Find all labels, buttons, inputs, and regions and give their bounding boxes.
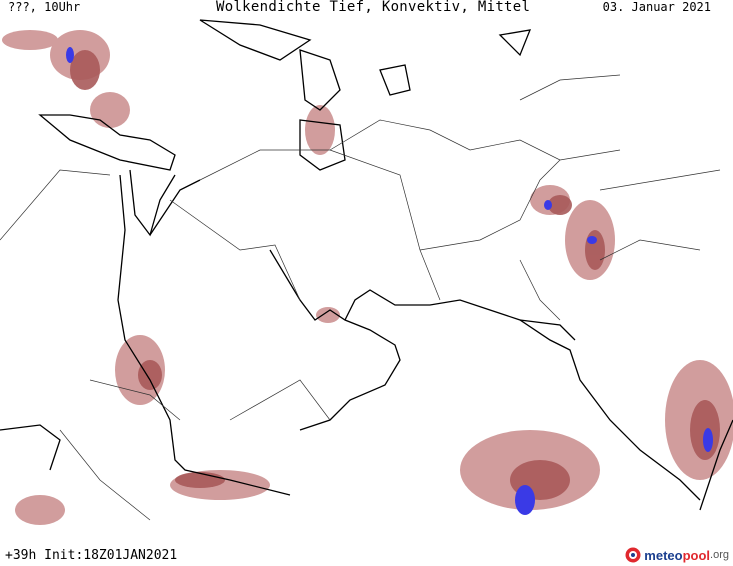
init-label: +39h Init:18Z01JAN2021	[5, 548, 178, 563]
logo-text-accent: pool	[682, 547, 711, 563]
footer-bar: +39h Init:18Z01JAN2021 meteo pool .org	[0, 540, 733, 566]
logo-text-main: meteo	[644, 547, 683, 563]
coastlines	[0, 19, 733, 511]
logo-text-suffix: .org	[710, 549, 729, 561]
weather-map	[0, 19, 733, 525]
cloud-layer-light	[2, 30, 733, 525]
country-borders	[0, 74, 721, 521]
run-label: ???, 10Uhr	[8, 0, 81, 14]
cloud-layer-high	[66, 47, 713, 515]
header-bar: ???, 10Uhr Wolkendichte Tief, Konvektiv,…	[0, 0, 733, 18]
forecast-date: 03. Januar 2021	[602, 0, 711, 14]
meteopool-logo[interactable]: meteo pool .org	[625, 545, 729, 565]
map-title: Wolkendichte Tief, Konvektiv, Mittel	[216, 0, 531, 15]
meteopool-logo-icon	[625, 547, 641, 563]
